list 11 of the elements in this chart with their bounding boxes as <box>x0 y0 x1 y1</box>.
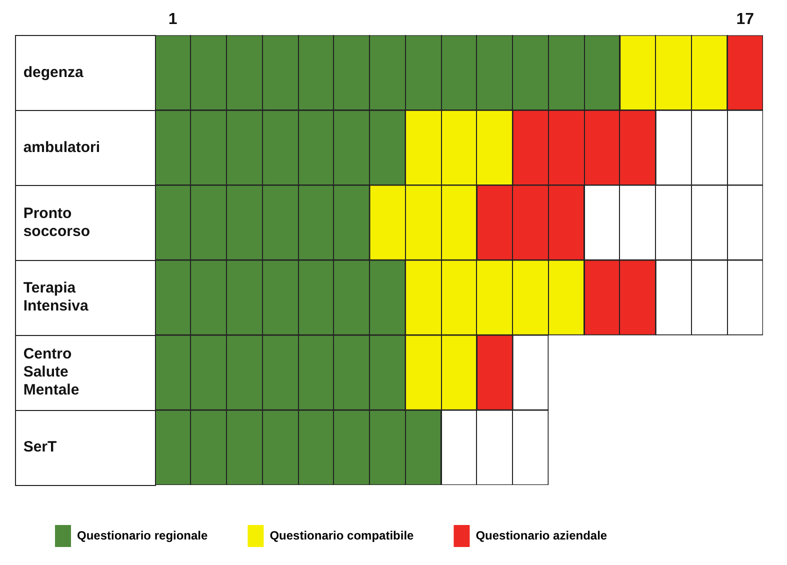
legend-label: Questionario regionale <box>77 528 208 542</box>
legend-label: Questionario aziendale <box>476 528 608 542</box>
y-tick-label: ambulatori <box>15 138 100 156</box>
x-tick-label: 17 <box>736 11 754 28</box>
y-tick-label: Pronto soccorso <box>15 204 90 240</box>
y-tick-label: Centro Salute Mentale <box>15 346 80 399</box>
y-tick-label: SerT <box>15 438 57 456</box>
x-tick-label: 1 <box>168 11 178 28</box>
y-tick-label: Terapia Intensiva <box>15 280 90 315</box>
legend-label: Questionario compatibile <box>270 528 414 542</box>
y-tick-label: degenza <box>15 64 84 81</box>
